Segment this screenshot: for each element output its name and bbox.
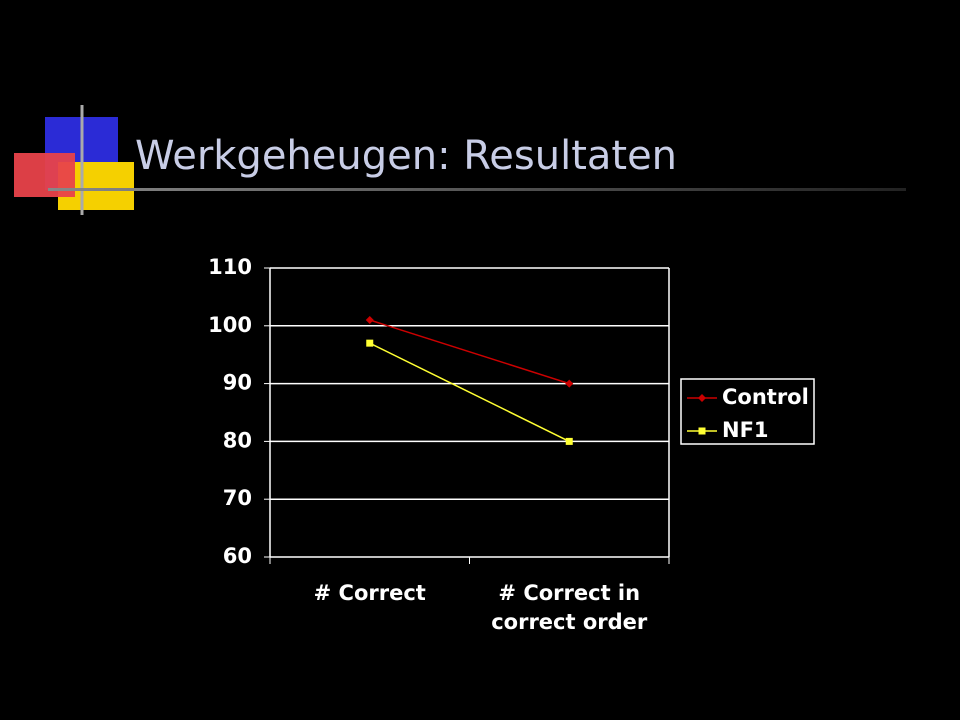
y-tick-label: 110	[208, 255, 252, 279]
point	[365, 316, 374, 325]
point	[565, 379, 574, 388]
series-line	[369, 319, 570, 385]
y-tick-label: 70	[223, 486, 252, 510]
legend-marker	[698, 427, 706, 435]
title-rule	[48, 188, 906, 191]
slide-title: Werkgeheugen: Resultaten	[135, 133, 677, 179]
y-tick-label: 100	[208, 313, 252, 337]
legend-marker	[698, 394, 706, 402]
y-tick-label: 60	[223, 544, 252, 568]
x-tick-label: # Correct	[313, 581, 426, 605]
x-tick-label: # Correct in correct order	[491, 581, 648, 634]
series-line	[369, 342, 570, 443]
legend-label: Control	[722, 385, 809, 409]
point	[366, 339, 374, 347]
legend-label: NF1	[722, 418, 769, 442]
point	[565, 437, 573, 445]
y-tick-label: 90	[223, 371, 252, 395]
y-tick-label: 80	[223, 428, 252, 452]
